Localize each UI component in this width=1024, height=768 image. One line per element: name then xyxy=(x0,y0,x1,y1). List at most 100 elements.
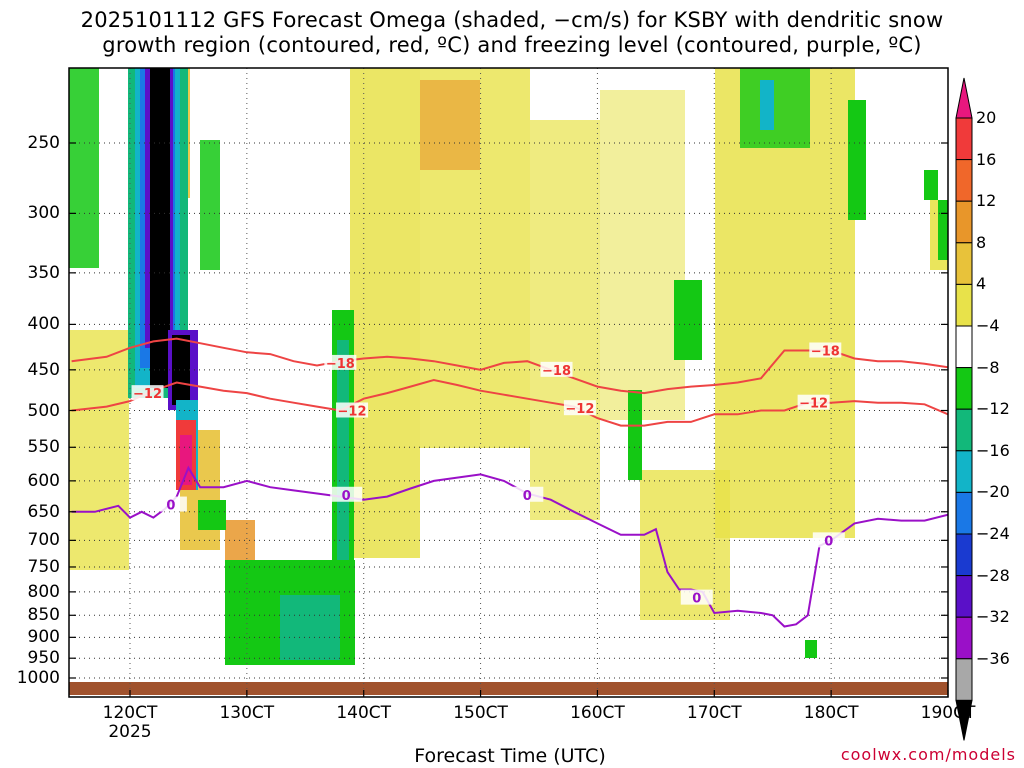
colorbar-label-11: −28 xyxy=(976,565,1010,585)
contour-label-m18-a: −18 xyxy=(326,357,355,372)
shade-green-6 xyxy=(628,390,642,480)
y-tick-label-900: 900 xyxy=(27,627,60,648)
contour-label-m12-a-bg xyxy=(131,385,164,401)
colorbar-swatch-8 xyxy=(955,408,973,452)
contour-label-zero-c-bg xyxy=(511,486,544,502)
omega-shading xyxy=(69,68,948,665)
colorbar-swatch-5 xyxy=(955,283,973,327)
contour-labels: −18 −18 −18 −12 −12 −12 −12 0 0 0 0 0 xyxy=(131,342,845,607)
shade-teal-1 xyxy=(337,340,349,560)
plot-frame xyxy=(68,67,949,698)
contour-label-m12-c-bg xyxy=(563,400,596,416)
contour-label-zero-e: 0 xyxy=(824,534,833,549)
contour-label-m12-c: −12 xyxy=(565,402,594,417)
contour-label-m12-d-bg xyxy=(797,394,830,410)
contour-label-m12-a: −12 xyxy=(133,387,162,402)
y-tick-label-650: 650 xyxy=(27,501,60,522)
y-tick-label-600: 600 xyxy=(27,470,60,491)
x-tick-label-180: 180CT xyxy=(803,703,859,723)
x-tick-label-170: 170CT xyxy=(686,703,742,723)
contour-label-zero-b-bg xyxy=(330,486,363,502)
colorbar-label-9: −20 xyxy=(976,482,1010,502)
shade-yellow-7 xyxy=(69,330,129,570)
colorbar-swatch-2 xyxy=(955,159,973,202)
contour-label-zero-b: 0 xyxy=(342,489,351,504)
colorbar-label-8: −16 xyxy=(976,440,1010,460)
y-tick-label-300: 300 xyxy=(27,203,60,224)
shade-teal-2 xyxy=(280,595,340,660)
y-tick-label-950: 950 xyxy=(27,648,60,669)
credit-text: coolwx.com/models xyxy=(840,745,1016,764)
contour-label-zero-a-bg xyxy=(154,496,187,512)
shade-green-7 xyxy=(740,68,810,148)
shade-magenta-1 xyxy=(180,435,192,485)
colorbar-swatch-12 xyxy=(955,575,973,618)
colorbar-swatch-3 xyxy=(955,200,973,244)
year-label: 2025 xyxy=(108,722,152,742)
y-tick-label-750: 750 xyxy=(27,556,60,577)
contour-label-zero-e-bg xyxy=(812,532,845,548)
contour-label-m12-b-bg xyxy=(336,402,369,418)
y-tick-label-850: 850 xyxy=(27,605,60,626)
colorbar-swatch-14 xyxy=(955,658,973,701)
contour-label-zero-d: 0 xyxy=(692,592,701,607)
x-tick-label-120: 120CT xyxy=(102,703,158,723)
chart-title-line1: 2025101112 GFS Forecast Omega (shaded, −… xyxy=(80,8,944,32)
shade-orange-3 xyxy=(420,80,480,170)
x-tick-label-130: 130CT xyxy=(219,703,275,723)
x-tick-label-140: 140CT xyxy=(336,703,392,723)
contour-label-m18-b-bg xyxy=(540,361,573,377)
y-tick-label-400: 400 xyxy=(27,314,60,335)
colorbar-bottom-arrow xyxy=(955,699,973,741)
y-tick-label-450: 450 xyxy=(27,359,60,380)
y-tick-label-700: 700 xyxy=(27,530,60,551)
shade-green-2 xyxy=(200,140,220,270)
colorbar-label-13: −36 xyxy=(976,648,1010,668)
chart-title-line2: growth region (contoured, red, ºC) and f… xyxy=(102,33,922,57)
y-tick-label-250: 250 xyxy=(27,133,60,153)
shade-green-1 xyxy=(69,68,99,268)
x-axis-title: Forecast Time (UTC) xyxy=(414,745,606,767)
contour-label-m12-b: −12 xyxy=(338,405,367,420)
x-tick-label-160: 160CT xyxy=(570,703,625,723)
colorbar-swatch-1 xyxy=(955,117,973,161)
colorbar-label-5: −4 xyxy=(976,316,1000,335)
shade-green-11 xyxy=(805,640,817,658)
colorbar-label-0: 20 xyxy=(976,108,997,127)
colorbar-label-6: −8 xyxy=(976,357,1000,377)
shade-yellow-3 xyxy=(530,120,600,520)
shade-cyan-1 xyxy=(760,80,774,130)
colorbar-label-3: 8 xyxy=(976,232,987,252)
contour-label-m18-a-bg xyxy=(324,354,357,370)
contour-line-0 xyxy=(71,337,948,395)
y-tick-label-350: 350 xyxy=(27,262,60,283)
shade-black-1 xyxy=(150,68,170,388)
colorbar-label-10: −24 xyxy=(976,524,1010,543)
colorbar-label-7: −12 xyxy=(976,399,1010,419)
contour-label-m18-c: −18 xyxy=(811,344,840,359)
x-tick-label-190: 190CT xyxy=(920,703,976,723)
contour-label-m18-c-bg xyxy=(809,342,842,358)
shade-black-2 xyxy=(172,335,190,405)
axis-ticks xyxy=(69,142,949,697)
colorbar xyxy=(955,77,973,741)
contour-label-zero-d-bg xyxy=(680,589,713,605)
colorbar-label-2: 12 xyxy=(976,191,997,211)
colorbar-top-arrow xyxy=(955,77,973,119)
colorbar-label-4: 4 xyxy=(976,274,987,294)
y-tick-label-550: 550 xyxy=(27,437,60,458)
colorbar-swatch-4 xyxy=(955,242,973,285)
shade-yellow-4 xyxy=(600,90,685,420)
colorbar-swatch-9 xyxy=(955,450,973,493)
colorbar-swatch-7 xyxy=(955,367,973,410)
shade-green-8 xyxy=(848,100,866,220)
shade-green-9 xyxy=(924,170,938,200)
y-tick-label-500: 500 xyxy=(27,400,60,421)
x-tick-label-150: 150CT xyxy=(453,703,508,723)
colorbar-swatch-11 xyxy=(955,533,973,577)
colorbar-swatch-6 xyxy=(955,325,973,369)
shade-yellow-1 xyxy=(350,68,420,558)
contour-label-m12-d: −12 xyxy=(799,397,828,412)
colorbar-label-12: −32 xyxy=(976,607,1010,627)
